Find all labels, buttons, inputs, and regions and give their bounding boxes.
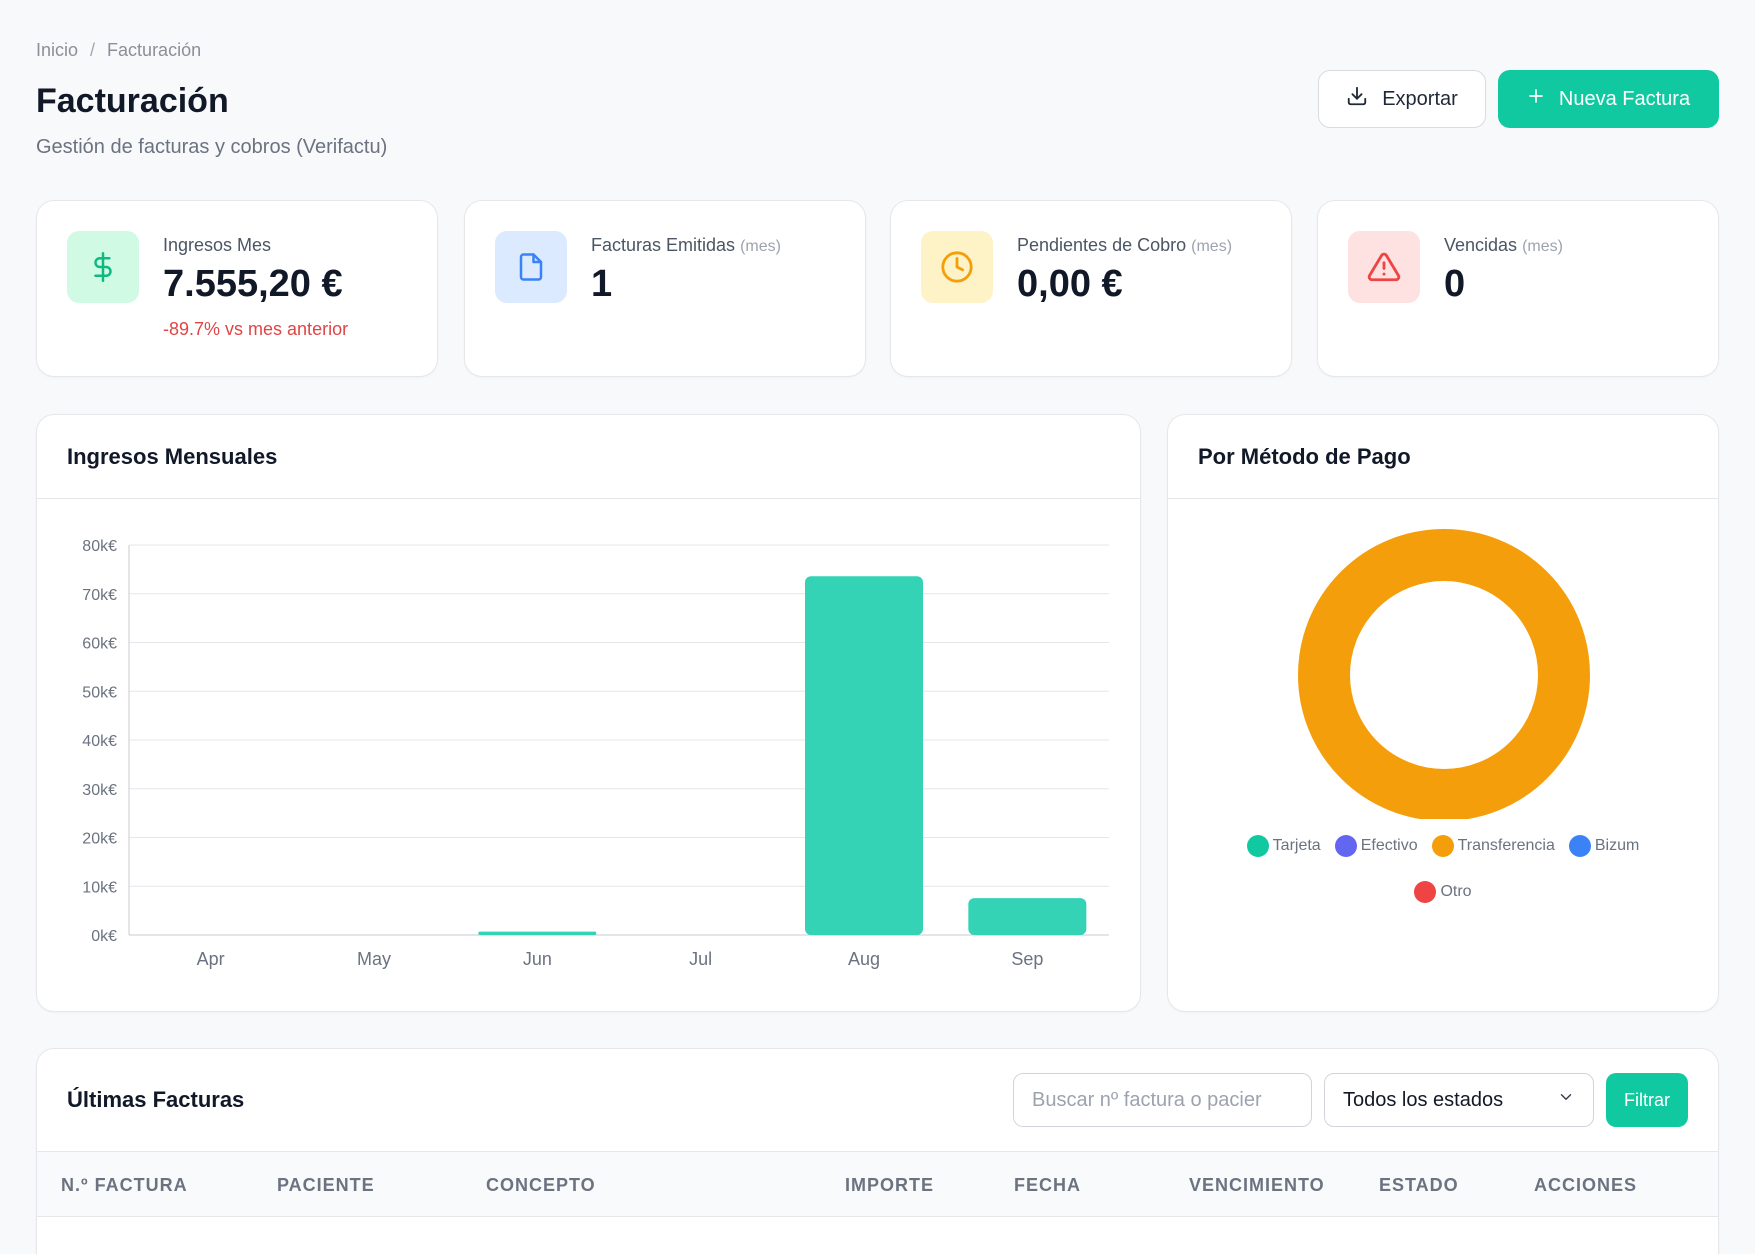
stat-card-issued: Facturas Emitidas (mes) 1 <box>464 200 866 377</box>
monthly-income-panel: Ingresos Mensuales 0k€ 10k€ 20k€ 30k€ 40k€ 50… <box>36 414 1141 1012</box>
clock-icon <box>921 231 993 303</box>
y-tick-label: 0k€ <box>91 928 117 945</box>
y-tick-label: 20k€ <box>82 831 117 848</box>
y-tick-label: 60k€ <box>82 636 117 653</box>
breadcrumb-separator: / <box>90 40 96 60</box>
y-tick-label: 40k€ <box>82 733 117 750</box>
stat-label-note: (mes) <box>1191 238 1233 255</box>
x-tick-label: May <box>357 949 391 969</box>
x-tick-label: Sep <box>1011 949 1043 969</box>
legend-item[interactable]: Transferencia <box>1431 835 1555 857</box>
column-header[interactable]: VENCIMIENTO <box>1189 1175 1325 1195</box>
stat-label-text: Vencidas <box>1444 235 1518 255</box>
export-label: Exportar <box>1382 87 1458 110</box>
filter-button[interactable]: Filtrar <box>1606 1073 1688 1127</box>
bar-sep <box>968 898 1087 935</box>
legend-label: Transferencia <box>1457 837 1555 854</box>
stat-label: Vencidas (mes) <box>1444 235 1563 256</box>
column-header[interactable]: CONCEPTO <box>486 1175 596 1195</box>
breadcrumb-home-link[interactable]: Inicio <box>36 40 79 60</box>
new-invoice-label: Nueva Factura <box>1558 87 1691 110</box>
file-icon <box>495 231 567 303</box>
legend-label: Efectivo <box>1360 837 1418 854</box>
y-tick-label: 50k€ <box>82 684 117 701</box>
search-input[interactable] <box>1013 1073 1312 1127</box>
legend-swatch <box>1568 835 1591 857</box>
x-tick-label: Jun <box>523 949 552 969</box>
invoices-panel: Últimas Facturas Todos los estados Filtr… <box>36 1048 1719 1254</box>
alert-triangle-icon <box>1348 231 1420 303</box>
column-header[interactable]: FECHA <box>1014 1175 1081 1195</box>
stat-label: Ingresos Mes <box>163 235 272 255</box>
y-tick-label: 80k€ <box>82 538 117 555</box>
y-tick-label: 30k€ <box>82 782 117 799</box>
panel-title: Ingresos Mensuales <box>37 415 1140 499</box>
column-header[interactable]: ACCIONES <box>1534 1175 1638 1195</box>
payment-method-panel: Por Método de Pago Tarjeta Efectivo Transf… <box>1167 414 1719 1012</box>
stat-card-overdue: Vencidas (mes) 0 <box>1317 200 1719 377</box>
chevron-down-icon <box>1557 1088 1575 1112</box>
column-header[interactable]: ESTADO <box>1379 1175 1459 1195</box>
x-tick-label: Jul <box>689 949 712 969</box>
status-select-value: Todos los estados <box>1343 1088 1504 1111</box>
stat-card-income: Ingresos Mes 7.555,20 € -89.7% vs mes an… <box>36 200 438 377</box>
legend-swatch <box>1414 881 1437 903</box>
page-title: Facturación <box>36 82 229 120</box>
stat-value: 7.555,20 € <box>163 263 343 305</box>
payment-method-chart <box>1298 529 1590 821</box>
stat-label: Pendientes de Cobro (mes) <box>1017 235 1232 256</box>
column-header[interactable]: IMPORTE <box>845 1175 935 1195</box>
x-tick-label: Apr <box>197 949 225 969</box>
legend-item[interactable]: Efectivo <box>1334 835 1418 857</box>
new-invoice-button[interactable]: Nueva Factura <box>1498 70 1719 128</box>
export-button[interactable]: Exportar <box>1318 70 1486 128</box>
stat-label-note: (mes) <box>740 238 781 255</box>
stat-label-note: (mes) <box>1522 238 1563 255</box>
download-icon <box>1346 85 1368 113</box>
legend-label: Tarjeta <box>1272 837 1321 854</box>
stat-label: Facturas Emitidas (mes) <box>591 235 781 256</box>
column-header[interactable]: PACIENTE <box>277 1175 375 1195</box>
breadcrumb: Inicio / Facturación <box>36 40 201 61</box>
legend-item[interactable]: Otro <box>1414 881 1472 903</box>
stat-delta: -89.7% vs mes anterior <box>163 319 349 339</box>
legend-swatch <box>1246 835 1269 857</box>
legend-label: Bizum <box>1594 837 1640 854</box>
x-tick-label: Aug <box>848 949 880 969</box>
bar-jun <box>478 931 597 935</box>
monthly-income-chart: 0k€ 10k€ 20k€ 30k€ 40k€ 50k€ 60k€ 70k€ 80k€ Apr Ma… <box>82 538 1109 969</box>
plus-icon <box>1527 87 1545 111</box>
legend-swatch <box>1334 835 1357 857</box>
table-header: N.º FACTURA PACIENTE CONCEPTO IMPORTE FE… <box>37 1151 1718 1217</box>
stat-value: 1 <box>591 263 613 305</box>
legend-label: Otro <box>1440 883 1472 900</box>
legend-item[interactable]: Tarjeta <box>1246 835 1321 857</box>
dollar-icon <box>67 231 139 303</box>
slice-transferencia <box>1298 529 1590 821</box>
legend-item[interactable]: Bizum <box>1568 835 1640 857</box>
bar-aug <box>805 576 923 935</box>
breadcrumb-current: Facturación <box>107 40 202 60</box>
table-toolbar: Todos los estados Filtrar <box>1013 1073 1688 1127</box>
panel-title: Últimas Facturas <box>67 1087 245 1112</box>
page-subtitle: Gestión de facturas y cobros (Verifactu) <box>36 136 388 158</box>
status-select[interactable]: Todos los estados <box>1324 1073 1594 1127</box>
y-tick-label: 70k€ <box>82 587 117 604</box>
y-tick-label: 10k€ <box>82 879 117 896</box>
stat-value: 0 <box>1444 263 1466 305</box>
legend-swatch <box>1431 835 1454 857</box>
stat-card-pending: Pendientes de Cobro (mes) 0,00 € <box>890 200 1292 377</box>
panel-title: Por Método de Pago <box>1168 415 1718 499</box>
column-header[interactable]: N.º FACTURA <box>61 1175 188 1195</box>
stat-label-text: Facturas Emitidas <box>591 235 736 255</box>
stat-label-text: Pendientes de Cobro <box>1017 235 1187 255</box>
stat-value: 0,00 € <box>1017 263 1123 305</box>
chart-legend: Tarjeta Efectivo Transferencia Bizum Otro <box>1168 835 1718 903</box>
